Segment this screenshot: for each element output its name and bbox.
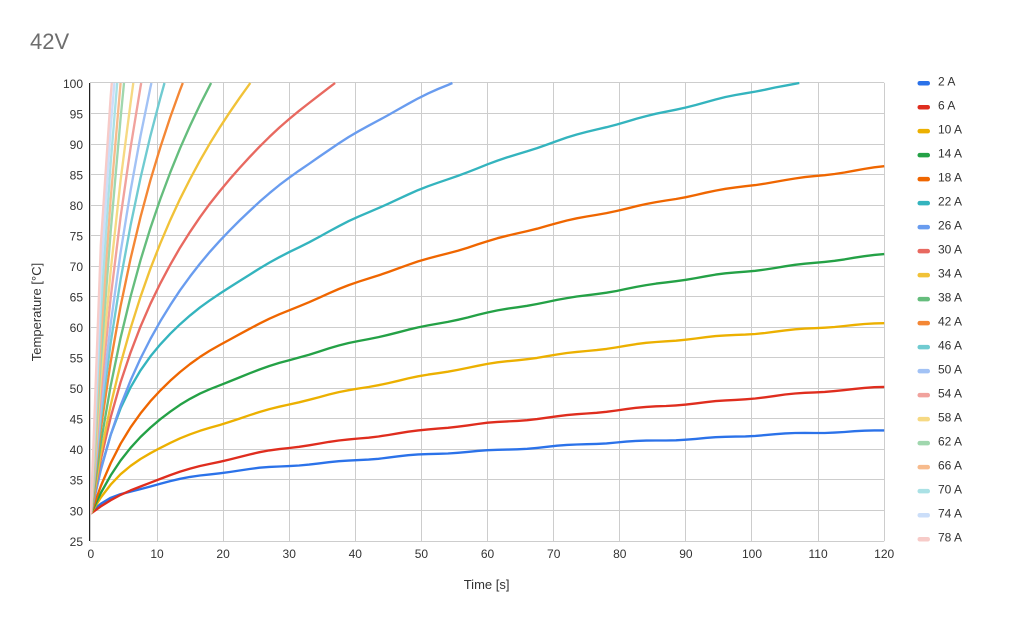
svg-text:20: 20 xyxy=(216,547,230,561)
svg-text:90: 90 xyxy=(679,547,693,561)
svg-text:60: 60 xyxy=(70,321,84,335)
svg-text:38 A: 38 A xyxy=(938,291,962,305)
svg-text:50: 50 xyxy=(70,382,84,396)
svg-text:70: 70 xyxy=(70,260,84,274)
svg-text:60: 60 xyxy=(481,547,495,561)
svg-text:80: 80 xyxy=(70,199,84,213)
svg-text:65: 65 xyxy=(70,291,84,305)
svg-text:95: 95 xyxy=(70,107,84,121)
svg-text:70 A: 70 A xyxy=(938,483,962,497)
svg-text:46 A: 46 A xyxy=(938,339,962,353)
svg-text:75: 75 xyxy=(70,230,84,244)
svg-text:110: 110 xyxy=(809,547,828,561)
svg-text:6 A: 6 A xyxy=(938,99,955,113)
svg-text:26 A: 26 A xyxy=(938,219,962,233)
svg-text:80: 80 xyxy=(613,547,627,561)
svg-text:22 A: 22 A xyxy=(938,195,962,209)
svg-text:0: 0 xyxy=(88,547,95,561)
svg-text:100: 100 xyxy=(742,547,762,561)
svg-text:120: 120 xyxy=(874,547,894,561)
svg-text:42 A: 42 A xyxy=(938,315,962,329)
svg-text:18 A: 18 A xyxy=(938,171,962,185)
svg-text:85: 85 xyxy=(70,168,84,182)
svg-text:100: 100 xyxy=(63,77,83,91)
svg-text:70: 70 xyxy=(547,547,561,561)
svg-text:66 A: 66 A xyxy=(938,459,962,473)
svg-text:58 A: 58 A xyxy=(938,411,962,425)
svg-text:30: 30 xyxy=(283,547,297,561)
svg-text:78 A: 78 A xyxy=(938,531,962,545)
svg-text:2 A: 2 A xyxy=(938,75,955,89)
svg-text:45: 45 xyxy=(70,413,84,427)
svg-text:50 A: 50 A xyxy=(938,363,962,377)
svg-text:55: 55 xyxy=(70,352,84,366)
svg-text:Time [s]: Time [s] xyxy=(464,577,510,592)
svg-text:90: 90 xyxy=(70,138,84,152)
svg-text:30: 30 xyxy=(70,504,84,518)
svg-text:25: 25 xyxy=(70,535,84,549)
svg-text:40: 40 xyxy=(349,547,363,561)
svg-text:42V: 42V xyxy=(30,29,69,54)
svg-text:54 A: 54 A xyxy=(938,387,962,401)
svg-text:74 A: 74 A xyxy=(938,507,962,521)
svg-text:50: 50 xyxy=(415,547,429,561)
svg-text:62 A: 62 A xyxy=(938,435,962,449)
svg-text:10: 10 xyxy=(150,547,164,561)
svg-text:14 A: 14 A xyxy=(938,147,962,161)
svg-text:30 A: 30 A xyxy=(938,243,962,257)
svg-text:34 A: 34 A xyxy=(938,267,962,281)
svg-text:35: 35 xyxy=(70,474,84,488)
svg-text:40: 40 xyxy=(70,443,84,457)
svg-text:10 A: 10 A xyxy=(938,123,962,137)
svg-text:Temperature [°C]: Temperature [°C] xyxy=(29,263,44,361)
